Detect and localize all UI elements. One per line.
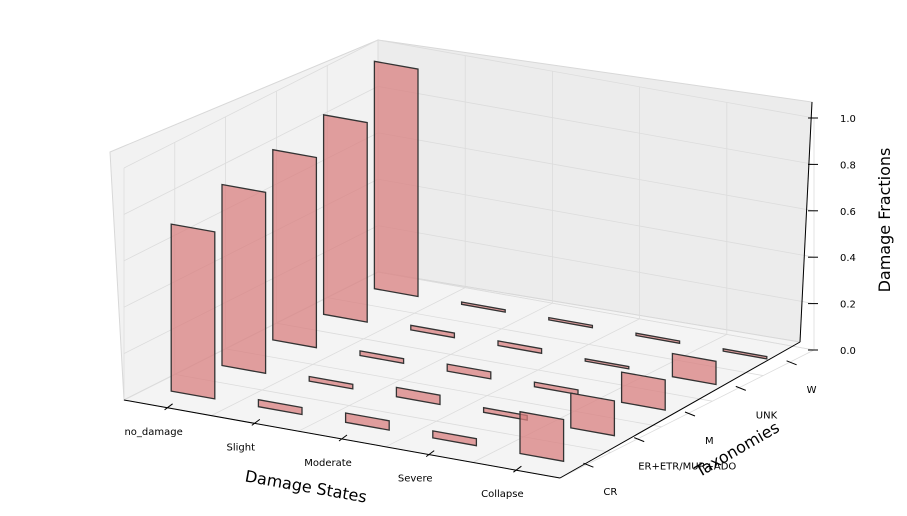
z-tick-label: 0.8 — [840, 160, 856, 171]
bar — [273, 150, 317, 348]
z-tick-label: 1.0 — [840, 114, 856, 125]
y-axis-title: Taxonomies — [691, 418, 783, 482]
z-tick-label: 0.0 — [840, 346, 856, 357]
bar — [324, 115, 368, 322]
x-tick-label: Collapse — [481, 489, 524, 500]
bar — [520, 412, 564, 462]
z-tick-label: 0.4 — [840, 253, 856, 264]
z-tick-label: 0.6 — [840, 207, 856, 218]
x-tick-label: Moderate — [304, 458, 352, 469]
x-tick-label: Severe — [398, 474, 433, 485]
y-tick-label: M — [705, 436, 714, 447]
x-tick-label: no_damage — [124, 427, 182, 438]
y-tick-label: CR — [603, 487, 617, 498]
bar — [374, 61, 418, 296]
bar — [222, 185, 266, 374]
bar — [571, 393, 615, 436]
bar — [171, 224, 215, 399]
z-tick-label: 0.2 — [840, 300, 856, 311]
x-axis-title: Damage States — [244, 467, 369, 507]
y-tick-label: W — [807, 385, 817, 396]
z-axis-title: Damage Fractions — [875, 148, 894, 293]
x-tick-label: Slight — [227, 442, 256, 453]
